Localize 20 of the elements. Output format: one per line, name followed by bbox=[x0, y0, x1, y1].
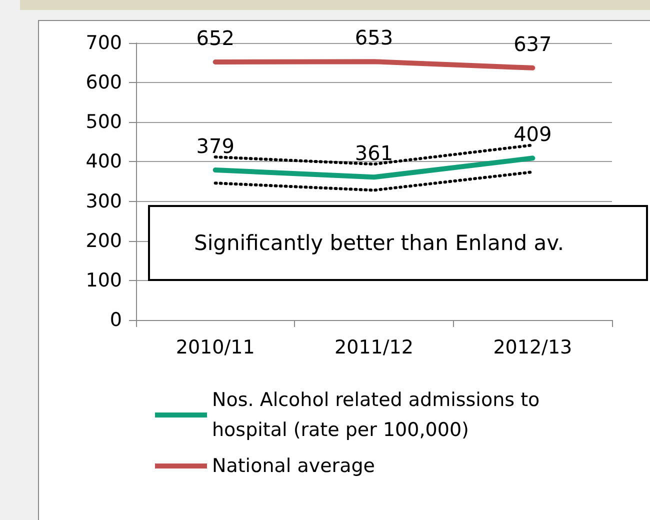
data-label: 361 bbox=[354, 141, 394, 166]
y-tick-label: 600 bbox=[86, 72, 122, 94]
y-tick-label: 200 bbox=[86, 230, 122, 252]
y-tick-label: 300 bbox=[86, 190, 122, 212]
y-tick-label: 0 bbox=[110, 309, 122, 331]
y-tick-label: 700 bbox=[86, 32, 122, 54]
data-label: 409 bbox=[514, 122, 552, 146]
data-label: 653 bbox=[354, 26, 394, 50]
y-tick-label: 500 bbox=[86, 111, 122, 134]
legend-label: Nos. Alcohol related admissions to hospital (rate per 100,000) bbox=[212, 389, 546, 441]
data-label: 379 bbox=[196, 134, 234, 158]
text-box: Significantly better than Enland av. bbox=[148, 205, 648, 281]
x-tick-label: 2010/11 bbox=[176, 336, 255, 358]
data-label: 652 bbox=[196, 26, 234, 50]
y-tick-label: 100 bbox=[86, 269, 122, 292]
x-tick-label: 2011/12 bbox=[334, 336, 414, 358]
data-label: 637 bbox=[514, 32, 552, 56]
x-tick-label: 2012/13 bbox=[493, 336, 572, 358]
y-tick-label: 400 bbox=[86, 150, 122, 173]
legend-label: National average bbox=[212, 455, 375, 477]
